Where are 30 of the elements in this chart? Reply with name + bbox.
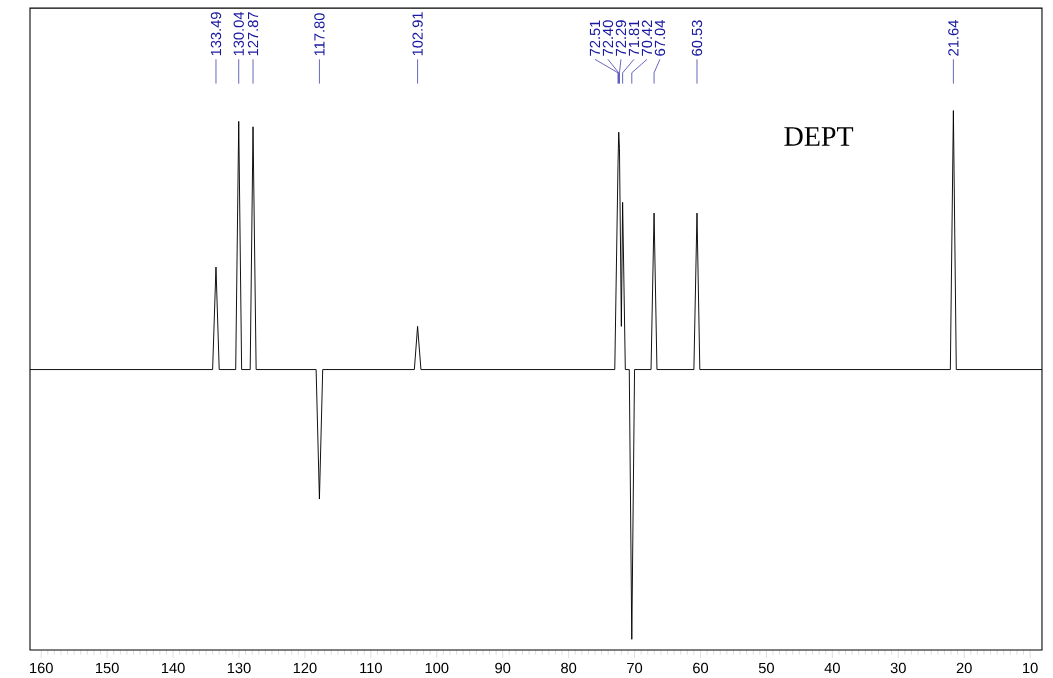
annotation: 72.40: [602, 20, 614, 56]
x-tick-label: 40: [824, 662, 840, 674]
annotation: 127.87: [247, 12, 259, 56]
x-tick-label: 10: [1023, 662, 1038, 674]
x-tick-label: 140: [161, 662, 185, 674]
x-tick-label: 20: [956, 662, 972, 674]
annotation: 102.91: [412, 12, 423, 56]
annotation: 117.80: [314, 13, 325, 56]
annotation: 133.49: [210, 12, 222, 56]
x-tick-label: 90: [495, 662, 511, 674]
annotation: 71.81: [628, 20, 640, 56]
x-tick-label: 30: [890, 662, 906, 674]
annotation: 21.64: [948, 20, 959, 56]
x-tick-label: 160: [30, 662, 53, 674]
x-tick-label: 60: [693, 662, 709, 674]
annotation: 72.29: [615, 20, 627, 56]
annotation: 67.04: [654, 20, 666, 56]
annotation: 70.42: [641, 20, 653, 56]
annotation: 72.51: [589, 20, 601, 56]
x-tick-label: 150: [96, 662, 119, 674]
x-tick-label: 50: [758, 662, 774, 674]
annotation: 130.04: [233, 11, 244, 56]
x-tick-label: 70: [627, 662, 643, 674]
annotation: DEPT: [784, 127, 854, 146]
x-tick-label: 130: [227, 662, 251, 674]
x-tick-label: 80: [561, 662, 577, 674]
annotation: 60.53: [691, 20, 703, 56]
x-tick-label: 120: [293, 662, 317, 674]
x-tick-label: 100: [425, 662, 449, 674]
x-tick-label: 110: [360, 662, 382, 674]
